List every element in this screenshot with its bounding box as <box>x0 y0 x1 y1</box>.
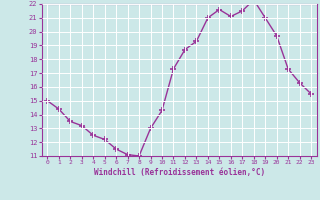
X-axis label: Windchill (Refroidissement éolien,°C): Windchill (Refroidissement éolien,°C) <box>94 168 265 177</box>
